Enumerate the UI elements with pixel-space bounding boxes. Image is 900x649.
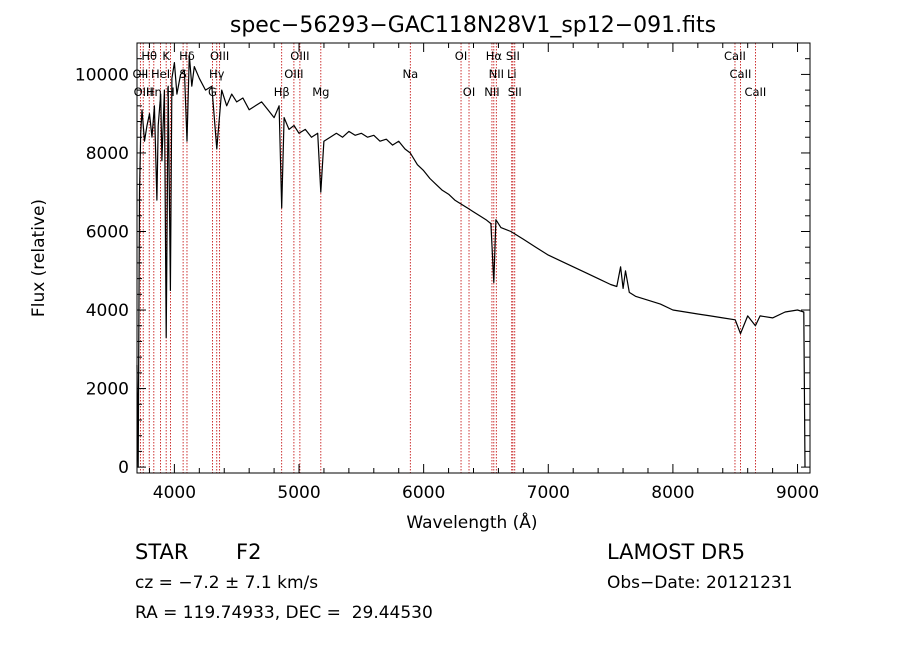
line-label-11: S	[179, 67, 186, 81]
line-label-26: SII	[508, 85, 522, 99]
line-label-3: OIII	[210, 49, 229, 63]
observation-date: Obs−Date: 20121231	[607, 573, 793, 593]
plot-frame	[136, 42, 811, 474]
object-subclass: F2	[236, 540, 262, 564]
line-label-19: Hη	[146, 85, 162, 99]
spectrum-line	[136, 54, 806, 468]
line-label-5: OI	[455, 49, 467, 63]
line-label-15: NII	[489, 67, 504, 81]
y-tick-label-2: 4000	[86, 301, 129, 321]
line-label-23: Mg	[312, 85, 329, 99]
survey-name: LAMOST DR5	[607, 540, 746, 564]
line-label-24: OI	[463, 85, 475, 99]
x-tick-label-5: 9000	[776, 483, 819, 503]
line-label-6: Hα	[486, 49, 503, 63]
line-label-12: Hγ	[209, 67, 225, 81]
chart-title: spec−56293−GAC118N28V1_sp12−091.fits	[230, 13, 716, 38]
x-tick-label-0: 4000	[153, 483, 196, 503]
x-tick-label-1: 5000	[277, 483, 320, 503]
line-label-18: OIII	[134, 85, 153, 99]
line-label-14: Na	[402, 67, 418, 81]
line-label-25: NII	[484, 85, 499, 99]
redshift-velocity: cz = −7.2 ± 7.1 km/s	[135, 573, 319, 593]
y-tick-label-1: 2000	[86, 380, 129, 400]
y-axis-label: Flux (relative)	[29, 199, 49, 317]
line-label-20: H	[166, 85, 175, 99]
x-tick-label-3: 7000	[527, 483, 570, 503]
object-class: STAR	[135, 540, 189, 564]
line-label-10: HeI	[151, 67, 170, 81]
line-label-0: Hθ	[141, 49, 157, 63]
x-tick-label-2: 6000	[402, 483, 445, 503]
x-tick-label-4: 8000	[651, 483, 694, 503]
coordinates: RA = 119.74933, DEC = 29.44530	[135, 603, 433, 623]
line-label-8: CaII	[724, 49, 746, 63]
y-tick-label-5: 10000	[75, 65, 129, 85]
line-label-17: CaII	[730, 67, 752, 81]
y-tick-label-0: 0	[118, 458, 129, 478]
line-label-16: Li	[507, 67, 517, 81]
line-label-2: Hδ	[179, 49, 195, 63]
x-axis-label: Wavelength (Å)	[406, 511, 537, 533]
line-label-7: SII	[506, 49, 520, 63]
line-label-27: CaII	[744, 85, 766, 99]
y-tick-label-3: 6000	[86, 222, 129, 242]
y-tick-label-4: 8000	[86, 144, 129, 164]
line-label-13: OIII	[284, 67, 303, 81]
x-axis-ticks: 4000 5000 6000 7000 8000 9000	[148, 43, 819, 503]
line-label-22: Hβ	[274, 85, 290, 99]
line-label-4: OIII	[290, 49, 309, 63]
spectral-line-markers	[139, 43, 756, 473]
y-axis-ticks: 0 2000 4000 6000 8000 10000	[75, 42, 810, 478]
line-label-1: K	[162, 49, 170, 63]
